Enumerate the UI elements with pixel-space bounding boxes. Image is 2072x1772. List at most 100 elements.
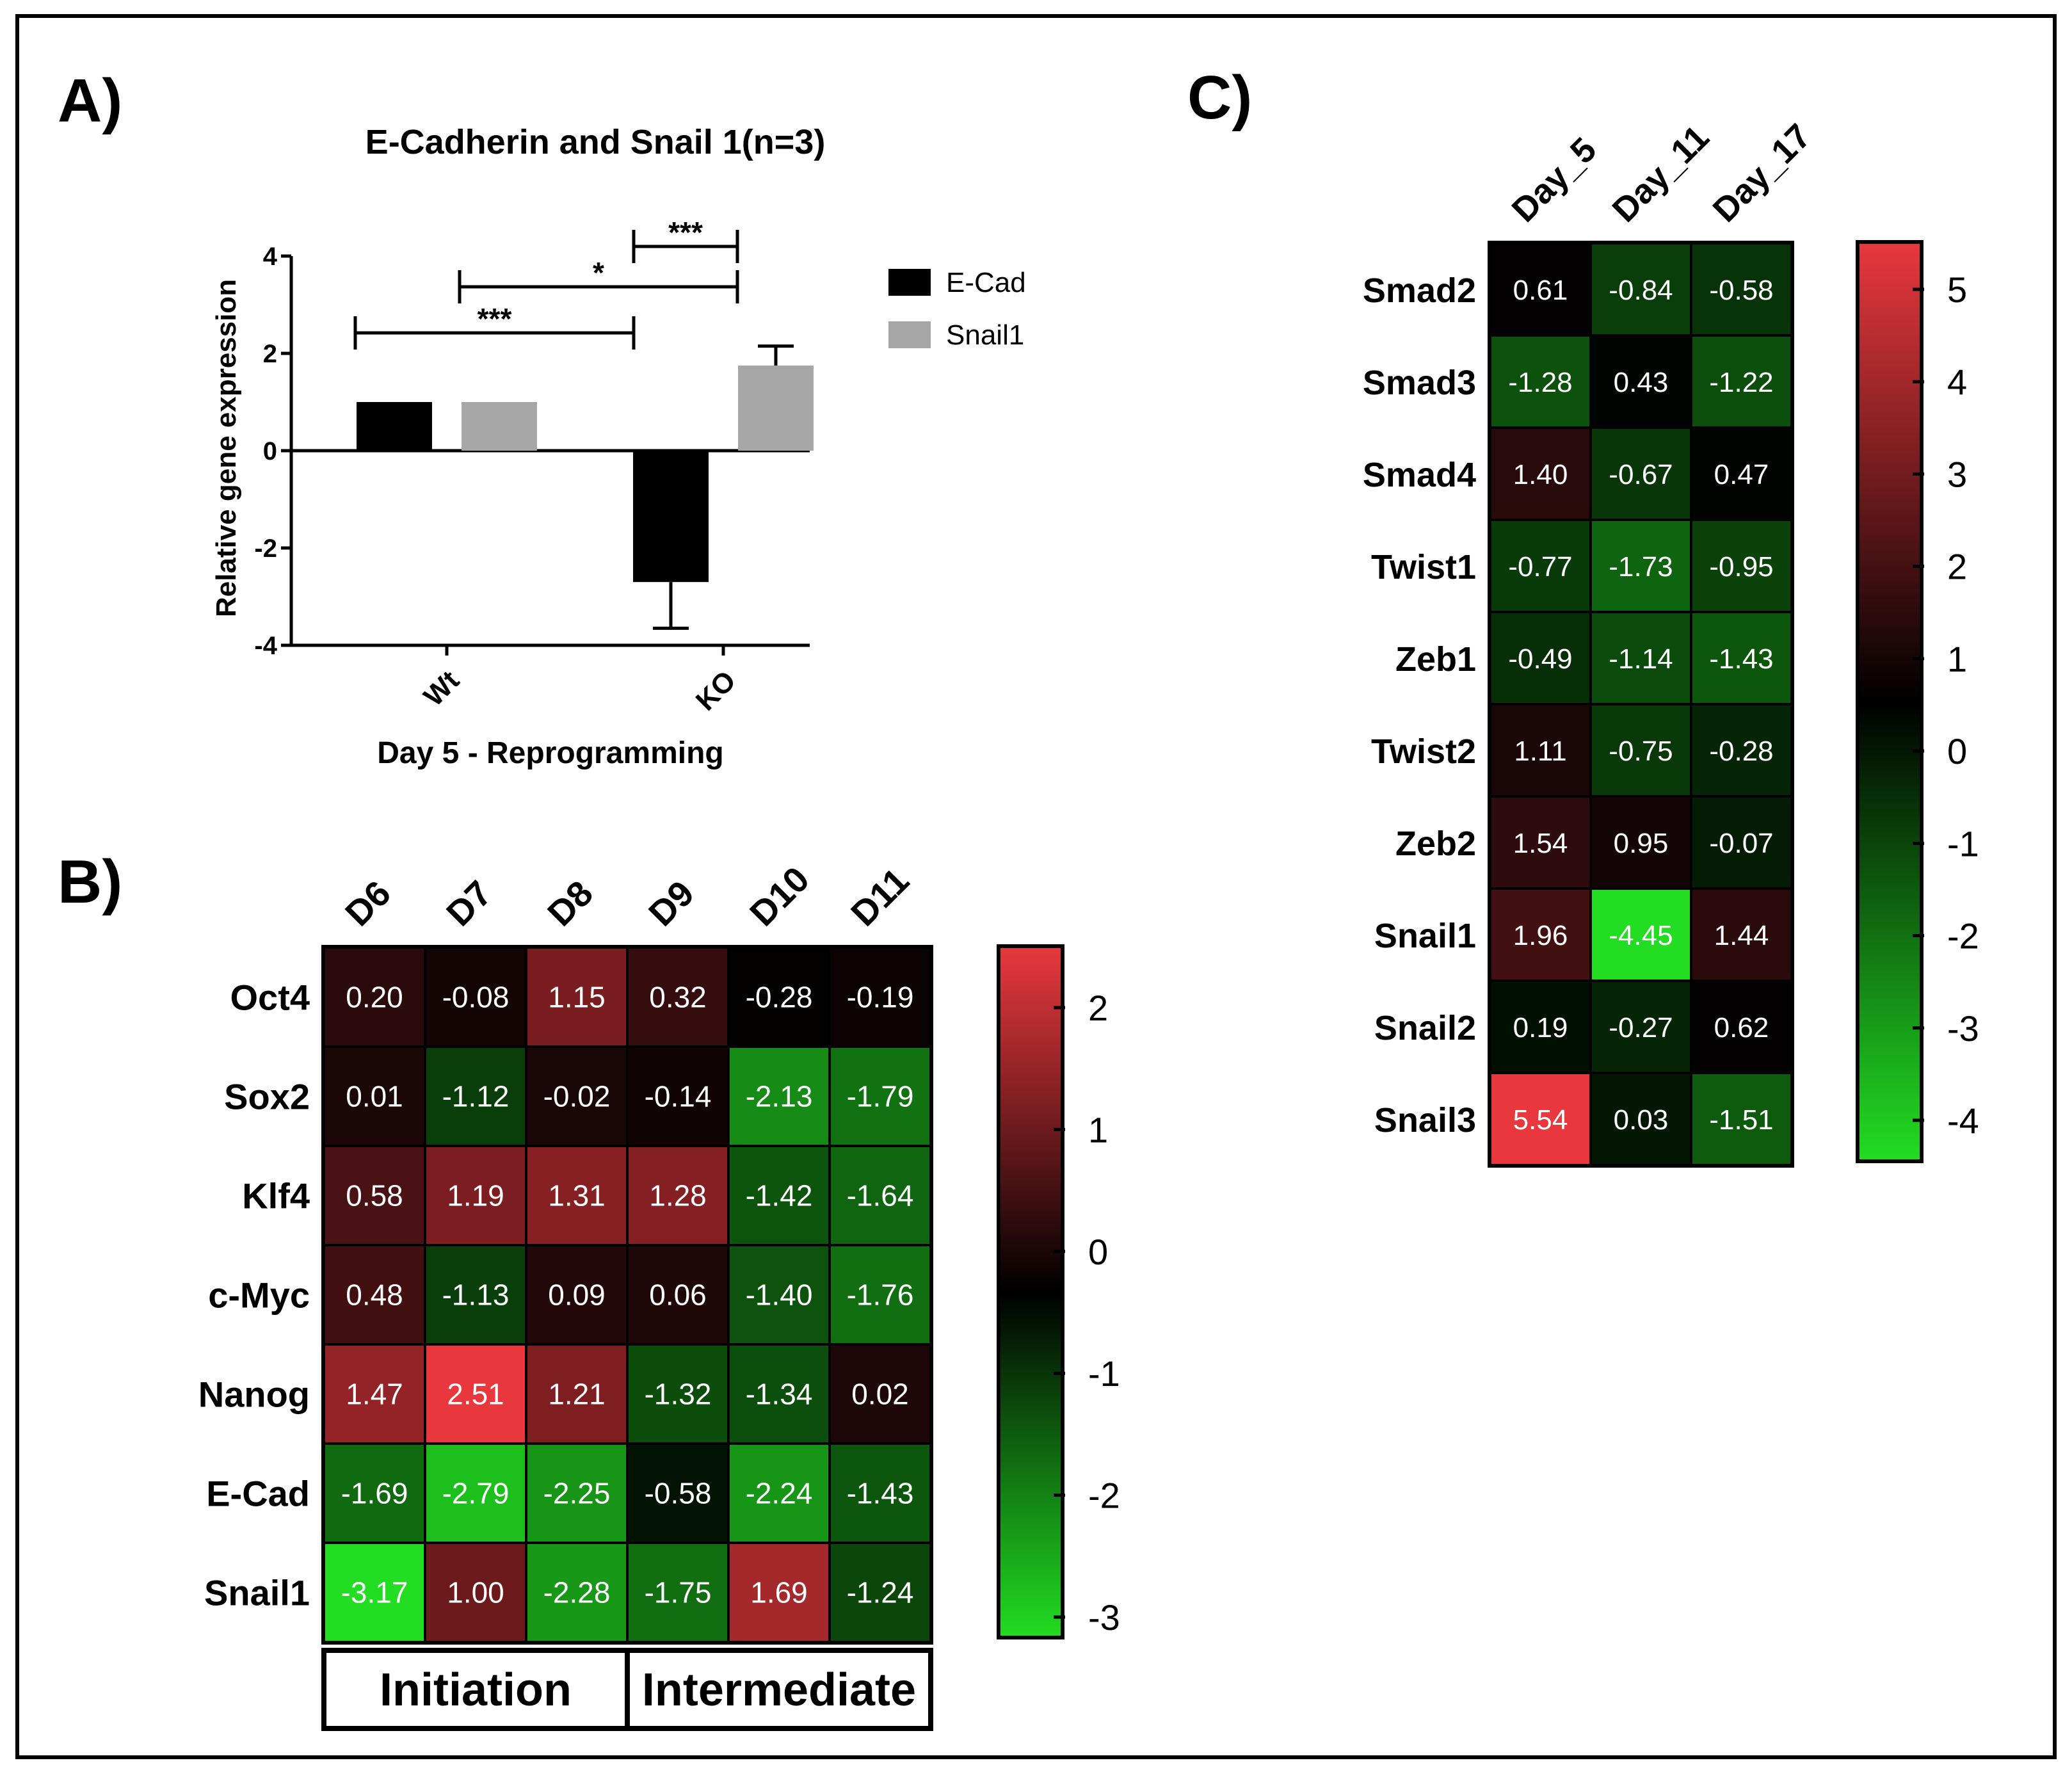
heatmap-cell bbox=[1692, 798, 1790, 887]
heatmap-cell-value: -1.76 bbox=[847, 1278, 914, 1312]
panel-b-label: B) bbox=[58, 848, 122, 916]
heatmap-cell bbox=[831, 1544, 929, 1641]
heatmap-cell bbox=[1491, 982, 1589, 1072]
heatmap-cell bbox=[730, 1346, 828, 1442]
heatmap-cell-value: -0.07 bbox=[1709, 828, 1773, 859]
heatmap-row-label: Snail3 bbox=[1374, 1101, 1476, 1140]
phase-label: Intermediate bbox=[642, 1664, 916, 1716]
y-tick-label: -2 bbox=[254, 535, 277, 563]
heatmap-cell-value: 0.03 bbox=[1614, 1104, 1669, 1136]
heatmap-cell-value: 1.11 bbox=[1514, 736, 1566, 767]
heatmap-row-label: c-Myc bbox=[208, 1275, 310, 1316]
bar-chart-title: E-Cadherin and Snail 1(n=3) bbox=[365, 123, 826, 161]
colorbar bbox=[1856, 240, 1923, 1163]
legend-label: E-Cad bbox=[946, 267, 1026, 298]
legend-label: Snail1 bbox=[946, 319, 1024, 351]
x-tick-label: Wt bbox=[418, 664, 466, 713]
heatmap-cell bbox=[1592, 245, 1690, 334]
heatmap-cell bbox=[1592, 705, 1690, 795]
heatmap-cell bbox=[730, 1048, 828, 1145]
heatmap-row-label: Snail2 bbox=[1374, 1009, 1476, 1047]
heatmap-cell bbox=[1491, 337, 1589, 426]
heatmap-cell-value: 1.47 bbox=[346, 1378, 403, 1411]
heatmap-cell-value: 1.28 bbox=[649, 1179, 707, 1212]
heatmap-cell bbox=[426, 1544, 525, 1641]
heatmap-cell bbox=[1692, 337, 1790, 426]
colorbar-tick-label: -2 bbox=[1088, 1476, 1120, 1516]
heatmap-cell-value: -0.58 bbox=[645, 1477, 712, 1510]
colorbar-tick-label: 2 bbox=[1088, 988, 1108, 1028]
heatmap-cell bbox=[831, 1346, 929, 1442]
bar-e-cad-wt bbox=[357, 402, 432, 451]
heatmap-cell bbox=[1491, 429, 1589, 519]
heatmap-cell-value: 1.44 bbox=[1714, 920, 1769, 951]
panel-c-label: C) bbox=[1187, 63, 1252, 132]
heatmap-cell-value: 0.61 bbox=[1513, 275, 1568, 306]
heatmap-cell-value: 0.48 bbox=[346, 1278, 403, 1312]
heatmap-cell bbox=[1491, 521, 1589, 611]
heatmap-cell bbox=[730, 1544, 828, 1641]
heatmap-cell bbox=[426, 949, 525, 1045]
heatmap-cell bbox=[1491, 613, 1589, 703]
heatmap-cell bbox=[629, 1544, 727, 1641]
heatmap-c: Smad2 0.61 -0.84 -0.58 Smad3 -1.28 0.43 -1.22 Sm… bbox=[1363, 117, 1979, 1168]
heatmap-cell-value: -1.13 bbox=[442, 1278, 510, 1312]
heatmap-cell-value: -0.77 bbox=[1508, 551, 1572, 583]
heatmap-cell-value: -1.42 bbox=[746, 1179, 813, 1212]
heatmap-cell bbox=[1692, 1074, 1790, 1164]
heatmap-row-label: E-Cad bbox=[206, 1474, 310, 1514]
heatmap-cell-value: -0.28 bbox=[746, 981, 813, 1014]
heatmap-column-label: Day_5 bbox=[1505, 131, 1604, 230]
heatmap-cell-value: -2.28 bbox=[543, 1576, 611, 1609]
heatmap-cell-value: -3.17 bbox=[341, 1576, 408, 1609]
heatmap-row-label: Oct4 bbox=[230, 978, 310, 1018]
bar-chart-legend: E-Cad Snail1 bbox=[888, 267, 1026, 351]
heatmap-row-label: Klf4 bbox=[242, 1176, 310, 1216]
colorbar-tick-label: -1 bbox=[1088, 1353, 1120, 1394]
heatmap-cell-value: -0.28 bbox=[1709, 736, 1773, 767]
heatmap-cell bbox=[527, 1544, 626, 1641]
heatmap-cell bbox=[426, 1445, 525, 1542]
heatmap-cell-value: 0.09 bbox=[548, 1278, 606, 1312]
heatmap-cell bbox=[426, 1346, 525, 1442]
heatmap-cell-value: -0.02 bbox=[543, 1080, 611, 1113]
heatmap-cell bbox=[426, 1246, 525, 1343]
heatmap-row-label: Zeb1 bbox=[1395, 640, 1476, 679]
heatmap-cell bbox=[1692, 521, 1790, 611]
heatmap-cell-value: -0.19 bbox=[847, 981, 914, 1014]
heatmap-cell-value: -1.73 bbox=[1609, 551, 1673, 583]
heatmap-cell-value: 2.51 bbox=[447, 1378, 504, 1411]
colorbar-tick-label: 2 bbox=[1947, 547, 1967, 587]
heatmap-cell bbox=[325, 1048, 424, 1145]
heatmap-cell-value: -2.25 bbox=[543, 1477, 611, 1510]
heatmap-cell bbox=[1491, 705, 1589, 795]
heatmap-cell bbox=[1491, 890, 1589, 979]
colorbar-tick-label: 4 bbox=[1947, 362, 1967, 402]
significance-label: *** bbox=[668, 216, 703, 249]
heatmap-cell bbox=[831, 1147, 929, 1244]
heatmap-cell-value: 1.00 bbox=[447, 1576, 504, 1609]
heatmap-cell-value: -1.43 bbox=[1709, 643, 1773, 675]
heatmap-cell-value: 1.69 bbox=[750, 1576, 808, 1609]
heatmap-cell-value: -0.14 bbox=[645, 1080, 712, 1113]
heatmap-cell bbox=[1592, 982, 1690, 1072]
heatmap-cell bbox=[1592, 613, 1690, 703]
bar-snail1-wt bbox=[462, 402, 537, 451]
heatmap-cell bbox=[1491, 798, 1589, 887]
heatmap-cell-value: 0.02 bbox=[851, 1378, 909, 1411]
colorbar bbox=[997, 944, 1064, 1639]
heatmap-cell bbox=[325, 1346, 424, 1442]
heatmap-cell bbox=[730, 1445, 828, 1542]
heatmap-cell-value: 1.19 bbox=[447, 1179, 504, 1212]
heatmap-cell bbox=[831, 1246, 929, 1343]
heatmap-cell-value: 0.43 bbox=[1614, 367, 1669, 398]
heatmap-cell-value: -0.58 bbox=[1709, 275, 1773, 306]
heatmap-cell-value: -1.32 bbox=[645, 1378, 712, 1411]
heatmap-cell-value: -1.64 bbox=[847, 1179, 914, 1212]
bar-chart-axes: 4 2 0 -2 -4 Wt KO bbox=[254, 243, 810, 717]
heatmap-cell bbox=[325, 1544, 424, 1641]
heatmap-row-label: Snail1 bbox=[1374, 917, 1476, 955]
colorbar-tick-label: 3 bbox=[1947, 454, 1967, 494]
heatmap-cell-value: 1.15 bbox=[548, 981, 606, 1014]
heatmap-cell-value: 0.62 bbox=[1714, 1012, 1769, 1043]
